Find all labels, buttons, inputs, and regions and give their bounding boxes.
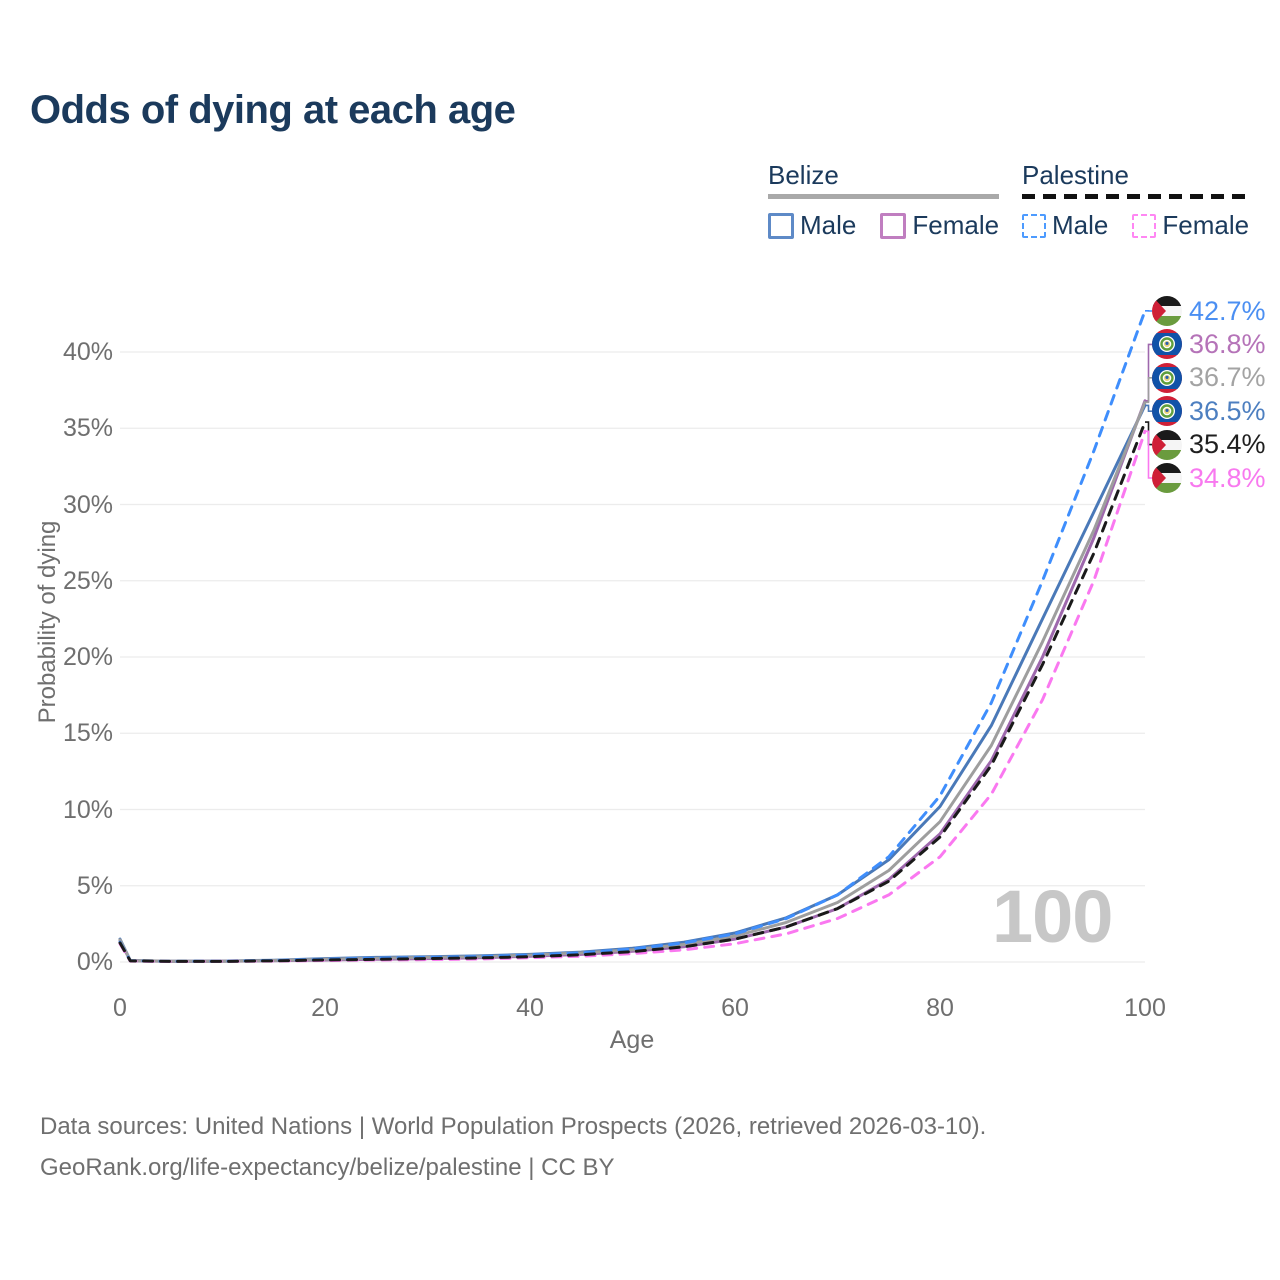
legend-group-palestine: Palestine Male Female [1022, 160, 1250, 241]
label-leader-line [1145, 377, 1152, 404]
series-line-belize-female[interactable] [118, 399, 1147, 963]
belize-flag-icon [1152, 396, 1182, 427]
data-sources-line: Data sources: United Nations | World Pop… [40, 1113, 987, 1140]
x-tick-label: 40 [516, 994, 544, 1022]
y-tick-label: 0% [76, 948, 113, 976]
belize-flag-icon [1152, 362, 1182, 393]
legend-group-belize: Belize Male Female [768, 160, 1000, 241]
attribution-line: GeoRank.org/life-expectancy/belize/pales… [40, 1154, 615, 1181]
y-tick-label: 15% [62, 719, 113, 748]
belize-male-checkbox[interactable] [768, 212, 794, 239]
legend-label: Female [912, 210, 1000, 240]
x-tick-label: 100 [1124, 994, 1166, 1022]
y-tick-label: 10% [62, 795, 113, 824]
legend-item-belize-male[interactable]: Male [768, 210, 856, 241]
x-tick-label: 20 [311, 994, 339, 1022]
end-label-palestine-female: 34.8% [1152, 463, 1266, 493]
legend-item-belize-female[interactable]: Female [880, 210, 999, 241]
end-label-palestine-male: 42.7% [1152, 296, 1266, 326]
x-tick-label: 80 [926, 994, 954, 1022]
legend-label: Male [1052, 210, 1109, 240]
y-tick-label: 25% [62, 566, 113, 595]
x-axis-title: Age [609, 1026, 655, 1054]
y-tick-label: 5% [76, 871, 113, 900]
end-label-belize-both: 36.7% [1152, 362, 1266, 393]
end-label-belize-female: 36.8% [1152, 328, 1266, 360]
label-leader-line [1145, 343, 1152, 402]
end-value: 36.8% [1189, 328, 1266, 359]
legend-item-palestine-female[interactable]: Female [1132, 210, 1249, 241]
legend-label: Female [1162, 210, 1250, 240]
series-line-belize[interactable] [118, 400, 1147, 963]
legend-item-palestine-male[interactable]: Male [1022, 210, 1108, 241]
x-tick-label: 0 [113, 994, 127, 1022]
x-tick-label: 60 [721, 994, 749, 1022]
y-tick-label: 35% [62, 414, 113, 443]
series-line-palestine[interactable] [118, 420, 1147, 963]
palestine-male-checkbox[interactable] [1022, 213, 1046, 238]
belize-flag-icon [1152, 329, 1182, 360]
end-label-belize-male: 36.5% [1152, 395, 1266, 427]
end-value: 35.4% [1189, 429, 1266, 460]
y-tick-label: 40% [62, 338, 113, 366]
age-watermark: 100 [992, 875, 1113, 958]
footer: Data sources: United Nations | World Pop… [40, 1106, 986, 1188]
end-value: 36.5% [1189, 395, 1266, 426]
legend-country-palestine[interactable]: Palestine [1022, 160, 1129, 190]
palestine-flag-icon [1152, 463, 1182, 493]
palestine-female-checkbox[interactable] [1132, 213, 1157, 238]
end-value: 34.8% [1189, 462, 1266, 493]
palestine-line-swatch [1022, 194, 1250, 199]
y-tick-label: 20% [62, 643, 113, 671]
belize-female-checkbox[interactable] [880, 212, 907, 239]
legend-country-belize[interactable]: Belize [768, 160, 839, 190]
label-leader-line [1145, 404, 1152, 412]
end-value: 42.7% [1189, 295, 1266, 326]
label-leader-line [1145, 430, 1152, 479]
series-line-belize-male[interactable] [118, 403, 1147, 963]
legend-label: Male [800, 210, 857, 240]
palestine-flag-icon [1152, 296, 1182, 326]
y-tick-label: 30% [62, 490, 113, 519]
end-value: 36.7% [1189, 362, 1266, 393]
end-label-palestine-both: 35.4% [1152, 429, 1266, 460]
page-title: Odds of dying at each age [30, 88, 516, 132]
series-line-palestine-male[interactable] [118, 309, 1147, 963]
series-line-palestine-female[interactable] [118, 429, 1147, 963]
belize-line-swatch [768, 194, 1000, 199]
palestine-flag-icon [1152, 429, 1182, 460]
